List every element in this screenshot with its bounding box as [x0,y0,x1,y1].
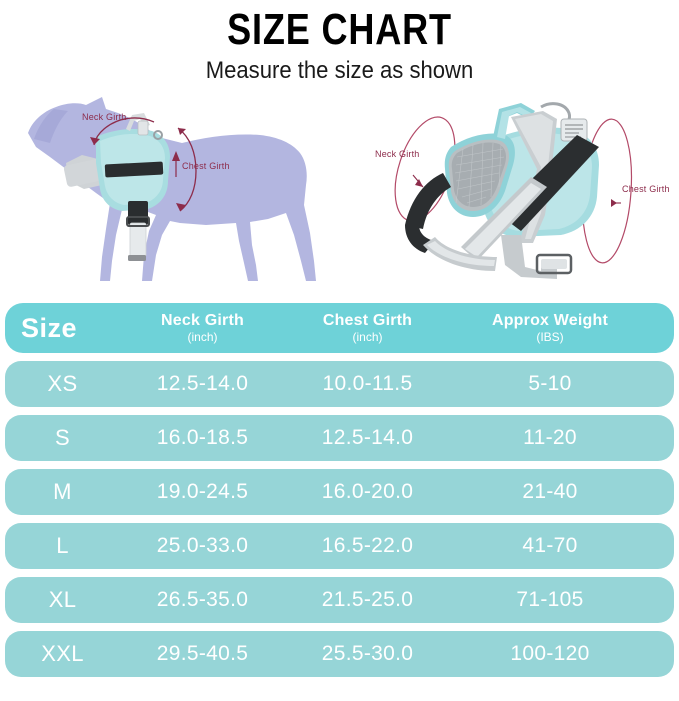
value-size: XL [48,587,77,612]
cell-size: L [5,523,120,569]
cell-neck-girth: 26.5-35.0 [120,577,285,623]
value-chest-girth: 12.5-14.0 [321,426,414,449]
value-approx-weight: 5-10 [528,372,572,395]
cell-neck-girth: 12.5-14.0 [120,361,285,407]
cell-size: XXL [5,631,120,677]
value-size: L [56,533,69,558]
value-neck-girth: 29.5-40.5 [156,642,249,665]
table-row: S 16.0-18.5 12.5-14.0 11-20 [5,415,674,461]
table-row: M 19.0-24.5 16.0-20.0 21-40 [5,469,674,515]
table-row: XL 26.5-35.0 21.5-25.0 71-105 [5,577,674,623]
value-neck-girth: 12.5-14.0 [156,372,249,395]
cell-approx-weight: 71-105 [450,577,650,623]
cell-chest-girth: 16.0-20.0 [285,469,450,515]
left-neck-girth-label: Neck Girth [82,112,127,122]
header-label-chest-girth: Chest Girth [322,312,413,329]
cell-chest-girth: 10.0-11.5 [285,361,450,407]
dog-harness-illustration: Neck Girth Chest Girth [10,85,340,290]
cell-approx-weight: 100-120 [450,631,650,677]
cell-approx-weight: 41-70 [450,523,650,569]
value-neck-girth: 19.0-24.5 [156,480,249,503]
cell-neck-girth: 16.0-18.5 [120,415,285,461]
right-chest-girth-label: Chest Girth [622,184,670,194]
cell-neck-girth: 19.0-24.5 [120,469,285,515]
value-size: M [53,479,72,504]
header-cell-neck-girth: Neck Girth (inch) [120,303,285,353]
harness-product-illustration: Neck Girth Chest Girth [345,85,679,290]
cell-approx-weight: 5-10 [450,361,650,407]
value-approx-weight: 71-105 [516,588,584,611]
cell-size: S [5,415,120,461]
header-cell-chest-girth: Chest Girth (inch) [285,303,450,353]
header-unit-approx-weight: (IBS) [536,330,564,344]
value-size: XS [47,371,78,396]
cell-neck-girth: 29.5-40.5 [120,631,285,677]
dog-harness-svg [28,97,316,281]
cell-approx-weight: 11-20 [450,415,650,461]
header-unit-neck-girth: (inch) [187,330,218,344]
title-block: SIZE CHART Measure the size as shown [0,0,679,85]
header-label-size: Size [21,313,78,343]
value-neck-girth: 25.0-33.0 [156,534,249,557]
size-chart-table: Size Neck Girth (inch) Chest Girth (inch… [5,303,674,685]
cell-approx-weight: 21-40 [450,469,650,515]
value-chest-girth: 21.5-25.0 [321,588,414,611]
left-chest-girth-label: Chest Girth [182,161,230,171]
page-title: SIZE CHART [227,5,452,54]
cell-chest-girth: 25.5-30.0 [285,631,450,677]
header-cell-approx-weight: Approx Weight (IBS) [450,303,650,353]
cell-chest-girth: 21.5-25.0 [285,577,450,623]
header-unit-chest-girth: (inch) [352,330,383,344]
header-cell-size: Size [5,303,120,353]
header-label-neck-girth: Neck Girth [161,312,244,329]
table-row: L 25.0-33.0 16.5-22.0 41-70 [5,523,674,569]
value-chest-girth: 16.5-22.0 [321,534,414,557]
value-neck-girth: 16.0-18.5 [156,426,249,449]
value-approx-weight: 100-120 [510,642,590,665]
header-label-approx-weight: Approx Weight [491,312,609,329]
harness-product-svg [394,102,633,279]
right-neck-girth-label: Neck Girth [375,149,420,159]
illustrations-area: Neck Girth Chest Girth [0,85,679,290]
cell-size: M [5,469,120,515]
value-neck-girth: 26.5-35.0 [156,588,249,611]
value-approx-weight: 41-70 [522,534,578,557]
page-subtitle: Measure the size as shown [205,57,474,84]
cell-chest-girth: 12.5-14.0 [285,415,450,461]
cell-size: XL [5,577,120,623]
cell-neck-girth: 25.0-33.0 [120,523,285,569]
table-row: XXL 29.5-40.5 25.5-30.0 100-120 [5,631,674,677]
table-row: XS 12.5-14.0 10.0-11.5 5-10 [5,361,674,407]
value-size: S [55,425,70,450]
value-approx-weight: 11-20 [523,426,577,449]
value-size: XXL [41,641,84,666]
value-chest-girth: 16.0-20.0 [321,480,414,503]
cell-chest-girth: 16.5-22.0 [285,523,450,569]
cell-size: XS [5,361,120,407]
value-chest-girth: 25.5-30.0 [321,642,414,665]
value-approx-weight: 21-40 [522,480,578,503]
table-header-row: Size Neck Girth (inch) Chest Girth (inch… [5,303,674,353]
value-chest-girth: 10.0-11.5 [322,372,413,395]
